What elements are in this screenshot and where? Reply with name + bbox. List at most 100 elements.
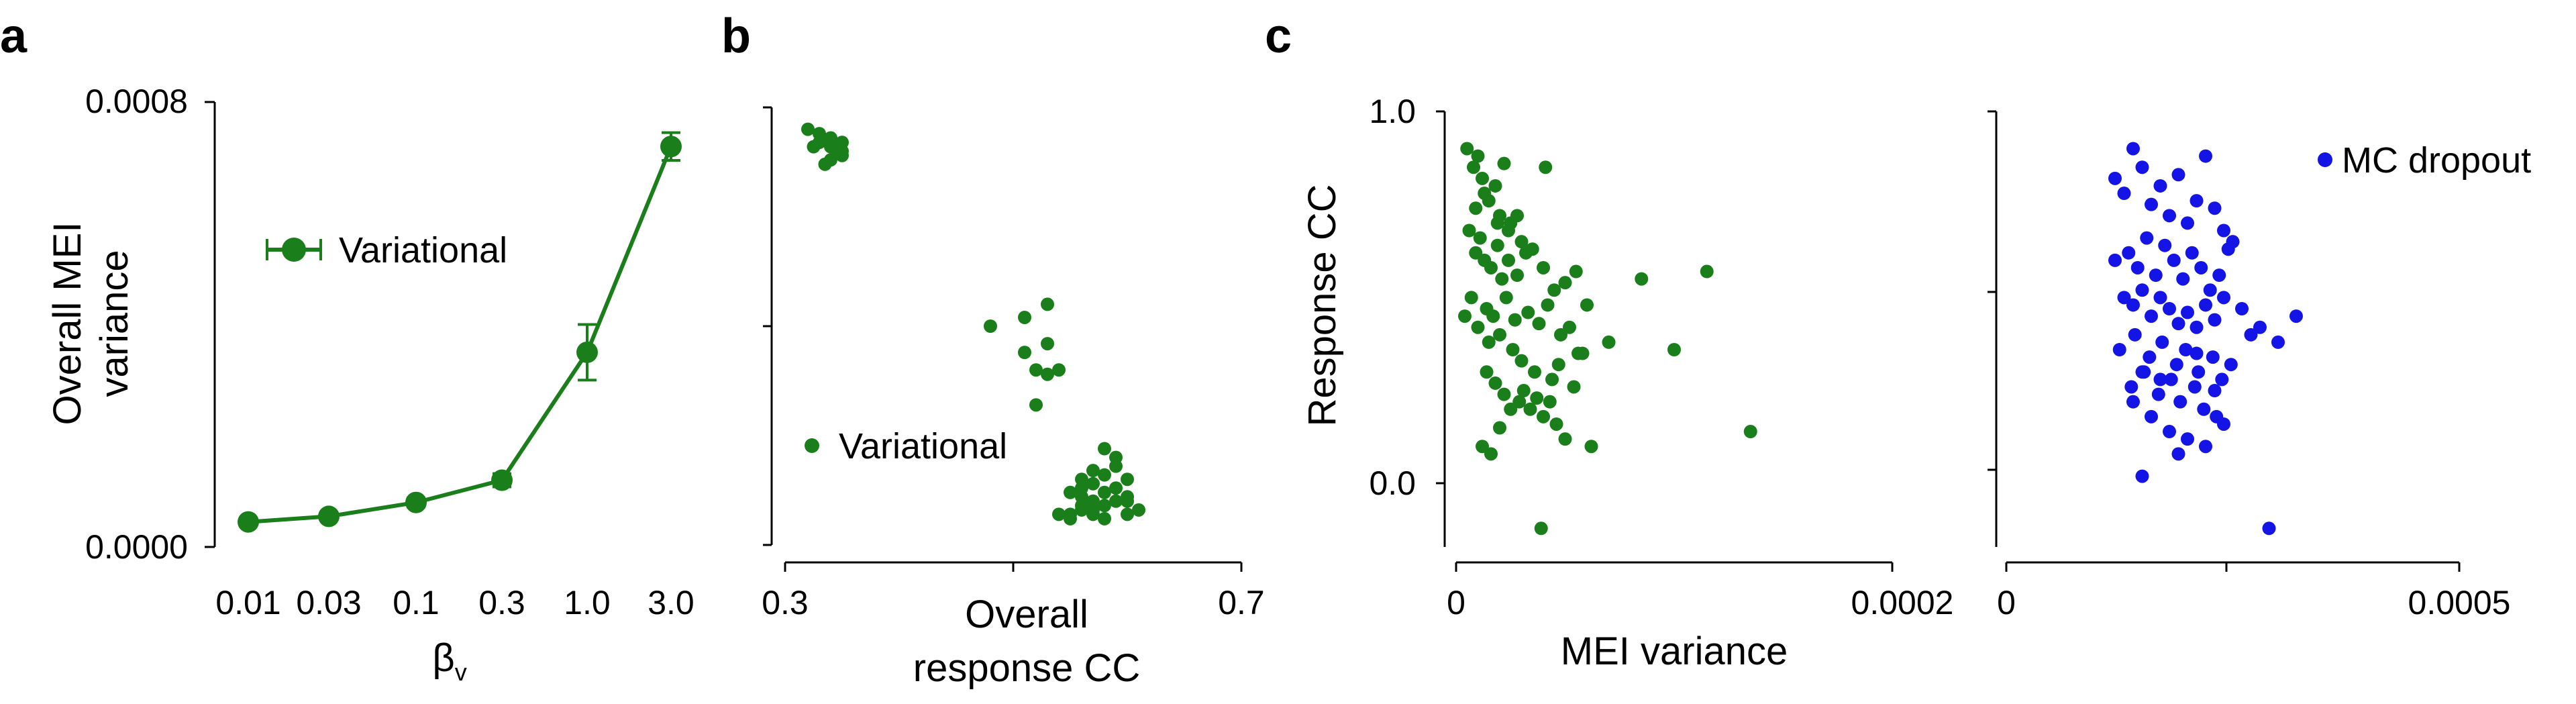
panel-a-ytick-label-top: 0.0008 [85, 83, 188, 120]
panel-c-right-scatter-point [2189, 320, 2204, 334]
panel-b-scatter-point [835, 136, 849, 150]
panel-b-scatter-point [1098, 442, 1111, 456]
panel-c-left-scatter-point [1700, 264, 1714, 279]
panel-c-left-scatter-point [1558, 432, 1572, 446]
panel-c-right-scatter-point [2145, 409, 2158, 423]
panel-c-left-scatter-point [1486, 309, 1500, 323]
panel-c-right-scatter-point [2185, 246, 2199, 260]
panel-c-left-scatter-point [1464, 291, 1478, 305]
panel-a-xlabel: βv [432, 636, 466, 686]
panel-c-right-scatter-point [2181, 305, 2194, 319]
panel-c-right-scatter-point [2163, 301, 2176, 315]
panel-b-legend-label: Variational [839, 426, 1007, 466]
panel-b-scatter-point [807, 140, 821, 154]
panel-c-left-scatter-point [1469, 201, 1483, 215]
panel-label-a: a [0, 9, 28, 63]
panel-c-left-scatter-point [1554, 328, 1567, 342]
panel-c-right-scatter-point [2192, 365, 2206, 379]
panel-b-scatter-point [1132, 503, 1145, 517]
panel-a-legend-marker [282, 238, 306, 262]
panel-c-left-scatter-point [1488, 376, 1502, 390]
panel-c-left-xtick-label-right: 0.0002 [1851, 584, 1954, 621]
panel-c-right-scatter-point [2135, 469, 2149, 483]
panel-c-right-scatter-point [2208, 313, 2222, 327]
panel-c-left-scatter-point [1537, 409, 1550, 423]
panel-c-right-scatter-point [2217, 223, 2230, 238]
panel-label-b: b [721, 9, 751, 63]
panel-c-right-scatter-point [2199, 298, 2212, 312]
panel-c-right-scatter-point [2108, 171, 2122, 185]
panel-a-xtick-label: 0.3 [478, 584, 525, 621]
panel-c-left-scatter-point [1493, 421, 1506, 435]
panel-c-left-scatter-point [1534, 521, 1548, 536]
panel-a-series-line [248, 146, 673, 524]
panel-c-left-scatter-point [1508, 313, 1522, 327]
panel-b-scatter-point [1041, 367, 1054, 381]
panel-c-right-legend-label: MC dropout [2342, 140, 2531, 181]
panel-c-left-scatter-point [1537, 260, 1550, 274]
panel-a-ytick-label-bottom: 0.0000 [85, 528, 188, 566]
panel-b-xlabel-line1: Overall [965, 593, 1088, 636]
panel-c-left-scatter-point [1567, 380, 1581, 394]
panel-a-xtick-label: 0.03 [296, 584, 361, 621]
panel-b-scatter-point [1109, 494, 1123, 508]
panel-c-right-scatter-point [2164, 372, 2178, 387]
panel-c-right-scatter-point [2112, 343, 2126, 357]
panel-c-right-scatter-point [2143, 350, 2157, 364]
panel-a-data-point [238, 511, 259, 533]
panel-label-c: c [1265, 9, 1292, 63]
panel-c-left-scatter-point [1510, 268, 1524, 283]
panel-c-ylabel: Response CC [1300, 184, 1344, 426]
panel-c-left-xtick-label-left: 0 [1447, 584, 1465, 621]
panel-c-left-scatter-point [1525, 242, 1539, 256]
panel-c-left-scatter-point [1569, 264, 1583, 279]
panel-c-right-scatter-point [2194, 260, 2208, 274]
panel-b-scatter-point [1121, 472, 1134, 487]
panel-c-right-scatter-point [2206, 350, 2220, 364]
panel-c-right-xtick-label-left: 0 [1997, 584, 2016, 621]
panel-c-left-scatter-point [1482, 335, 1496, 349]
panel-b-scatter-point [1098, 511, 1111, 525]
panel-c-right-scatter-point [2181, 432, 2194, 446]
panel-c-right-scatter-point [2126, 142, 2140, 156]
panel-b-scatter-point [813, 127, 826, 141]
panel-c-right-scatter-point [2187, 380, 2202, 394]
panel-c-right-scatter-point [2289, 309, 2303, 323]
panel-b-scatter-point [1086, 476, 1100, 491]
panel-c-left-scatter-point [1476, 171, 1489, 185]
panel-c-right-scatter-point [2153, 179, 2167, 193]
panel-c-left-scatter-point [1497, 387, 1511, 401]
panel-c-right-scatter-point [2124, 380, 2139, 394]
panel-c-right-scatter-point [2271, 335, 2285, 349]
panel-b-xtick-label-right: 0.7 [1218, 584, 1265, 621]
panel-b-scatter-point [1086, 503, 1100, 517]
panel-c-left-scatter-point [1476, 440, 1489, 454]
panel-c-left-scatter-point [1458, 309, 1472, 323]
panel-a-ylabel-line2: variance [93, 250, 136, 397]
panel-c-left-scatter-point [1497, 156, 1511, 170]
panel-b-scatter-point [1098, 468, 1111, 482]
panel-c-right-scatter-point [2203, 283, 2217, 297]
panel-b-scatter-point [824, 131, 837, 145]
panel-c-left-ytick-label-top: 1.0 [1369, 93, 1416, 130]
panel-c-right-scatter-point [2199, 440, 2212, 454]
panel-b-scatter-point [1098, 499, 1111, 513]
panel-c-right-legend-marker [2318, 152, 2332, 167]
panel-a-legend-label: Variational [339, 230, 507, 270]
panel-c-right-scatter-point [2108, 253, 2122, 267]
panel-c-right-scatter-point [2126, 298, 2140, 312]
panel-c-right-scatter-point [2149, 268, 2163, 283]
panel-c-right-xtick-label-right: 0.0005 [2408, 584, 2511, 621]
panel-b-xtick-label-left: 0.3 [762, 584, 809, 621]
panel-c-right-scatter-point [2167, 253, 2181, 267]
panel-a-xtick-label: 0.1 [393, 584, 440, 621]
panel-b-scatter: 0.3 0.7 Overall response CC Variational [762, 106, 1265, 690]
panel-b-scatter-point [1052, 507, 1066, 521]
panel-c-left-scatter-point [1467, 160, 1480, 174]
panel-c-left-scatter-point [1667, 343, 1681, 357]
panel-b-scatter-point [1041, 297, 1054, 311]
panel-a-legend: Variational [266, 230, 507, 270]
panel-c-left-scatter-point [1490, 238, 1504, 252]
panel-c-left-scatter-point [1545, 372, 1559, 387]
panel-b-scatter-point [801, 122, 815, 136]
